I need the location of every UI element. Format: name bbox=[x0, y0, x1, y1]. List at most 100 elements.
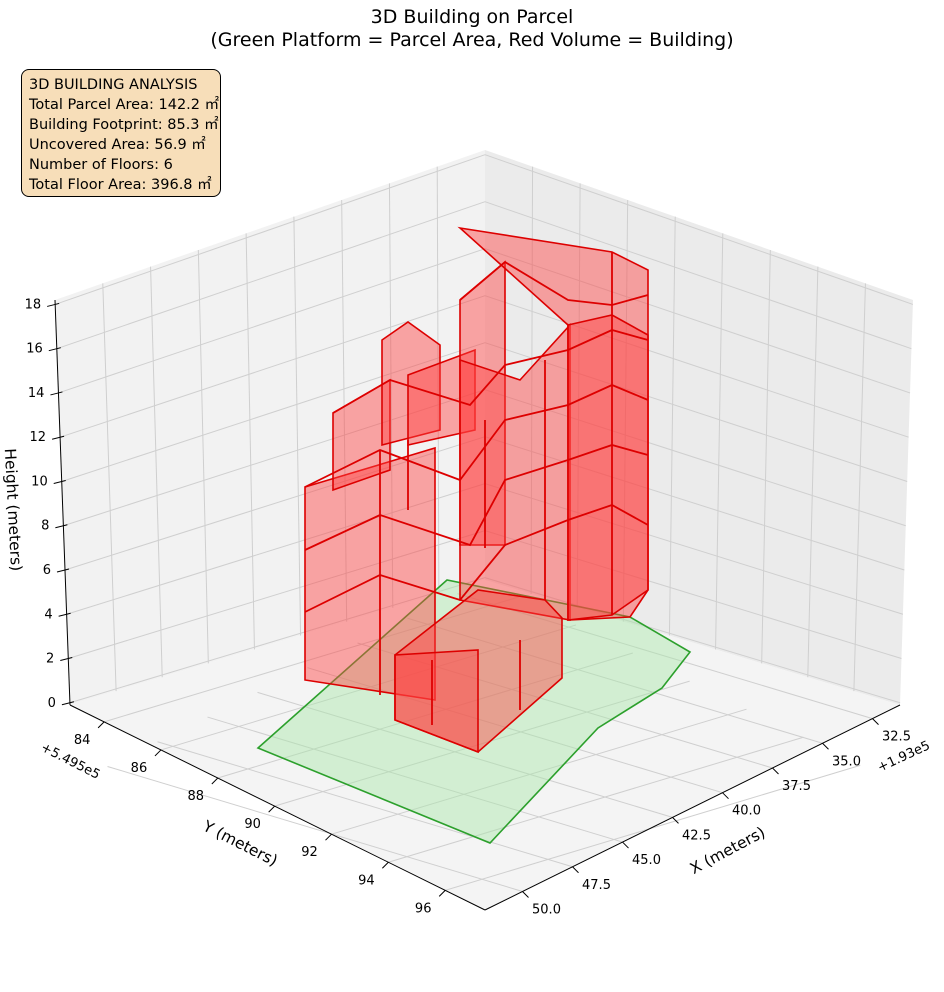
z-tick-mark bbox=[47, 302, 60, 307]
z-axis-line bbox=[54, 299, 71, 706]
y-tick-mark bbox=[268, 805, 276, 813]
grid-line bbox=[445, 764, 861, 891]
analysis-line: Building Footprint: 85.3 ㎡ bbox=[29, 117, 219, 133]
z-tick-mark bbox=[51, 435, 65, 440]
x-tick-label: 45.0 bbox=[632, 853, 661, 868]
grid-line bbox=[245, 233, 255, 650]
grid-line bbox=[103, 596, 520, 723]
grid-line bbox=[407, 617, 823, 744]
z-tick-mark bbox=[56, 568, 70, 573]
z-tick-mark bbox=[48, 347, 61, 352]
grid-line bbox=[274, 680, 690, 807]
z-tick-label: 12 bbox=[30, 430, 47, 445]
grid-line bbox=[54, 154, 486, 305]
building-analysis-box: 3D BUILDING ANALYSIS Total Parcel Area: … bbox=[21, 69, 221, 197]
grid-line bbox=[530, 166, 534, 594]
parcel-polygon bbox=[256, 579, 692, 844]
y-tick-mark bbox=[325, 833, 332, 841]
grid-line bbox=[293, 216, 302, 636]
grid-line bbox=[484, 389, 906, 527]
y-tick-label: 90 bbox=[244, 817, 261, 832]
y-tick-mark bbox=[211, 777, 219, 785]
z-tick-mark bbox=[53, 479, 66, 484]
z-tick-label: 10 bbox=[31, 474, 48, 489]
grid-line bbox=[622, 199, 629, 622]
grid-line bbox=[715, 233, 724, 650]
x-tick-mark bbox=[722, 792, 729, 800]
grid-line bbox=[58, 248, 486, 394]
grid-line bbox=[484, 530, 902, 660]
x-axis-line bbox=[484, 704, 901, 911]
y-offset-label: +5.495e5 bbox=[38, 740, 102, 783]
grid-line bbox=[59, 295, 486, 438]
grid-line bbox=[484, 154, 914, 305]
z-tick-mark bbox=[50, 391, 63, 396]
y-tick-label: 92 bbox=[301, 845, 318, 860]
x-tick-label: 35.0 bbox=[832, 754, 861, 769]
back-pane-left bbox=[55, 150, 485, 705]
grid-line bbox=[56, 201, 486, 350]
chart-title-block: 3D Building on Parcel (Green Platform = … bbox=[0, 6, 944, 52]
z-tick-label: 16 bbox=[26, 342, 43, 357]
grid-line bbox=[61, 342, 486, 482]
building-face bbox=[459, 322, 571, 621]
grid-line bbox=[257, 691, 673, 818]
analysis-heading: 3D BUILDING ANALYSIS bbox=[29, 77, 198, 93]
grid-line bbox=[761, 249, 771, 664]
grid-line bbox=[484, 577, 901, 704]
grid-line bbox=[388, 183, 394, 608]
x-tick-label: 32.5 bbox=[882, 730, 911, 745]
y-tick-label: 96 bbox=[415, 901, 432, 916]
grid-line bbox=[436, 166, 440, 594]
grid-line bbox=[307, 667, 723, 794]
chart-subtitle: (Green Platform = Parcel Area, Red Volum… bbox=[210, 29, 734, 51]
z-tick-label: 0 bbox=[48, 696, 56, 711]
grid-line bbox=[331, 708, 747, 835]
z-tick-label: 4 bbox=[44, 607, 52, 622]
analysis-line: Uncovered Area: 56.9 ㎡ bbox=[29, 137, 206, 153]
grid-line bbox=[102, 283, 117, 692]
grid-line bbox=[484, 342, 908, 482]
y-tick-label: 88 bbox=[188, 789, 205, 804]
y-tick-mark bbox=[154, 749, 162, 757]
grid-line bbox=[341, 199, 348, 622]
grid-line bbox=[484, 483, 904, 615]
grid-line bbox=[484, 436, 905, 571]
x-tick-label: 50.0 bbox=[532, 902, 561, 917]
z-tick-label: 18 bbox=[25, 297, 42, 312]
x-tick-mark bbox=[772, 767, 779, 775]
grid-line bbox=[68, 530, 486, 660]
grid-lines bbox=[54, 154, 914, 892]
analysis-line: Number of Floors: 6 bbox=[29, 157, 173, 173]
x-tick-mark bbox=[572, 866, 579, 874]
z-tick-label: 8 bbox=[41, 519, 49, 534]
grid-line bbox=[576, 183, 581, 608]
building-face bbox=[394, 649, 479, 754]
grid-line bbox=[807, 266, 819, 678]
grid-line bbox=[66, 483, 486, 615]
grid-line bbox=[69, 577, 486, 704]
z-tick-mark bbox=[55, 524, 68, 529]
z-tick-label: 6 bbox=[43, 563, 51, 578]
grid-line bbox=[357, 642, 773, 769]
grid-line bbox=[484, 248, 911, 394]
analysis-line: Total Floor Area: 396.8 ㎡ bbox=[29, 177, 212, 193]
x-tick-mark bbox=[872, 718, 879, 725]
floor-slab-line bbox=[459, 260, 649, 306]
grid-line bbox=[63, 389, 486, 527]
grid-line bbox=[484, 201, 912, 350]
x-tick-mark bbox=[522, 891, 529, 898]
z-axis-label: Height (meters) bbox=[1, 448, 25, 572]
grid-line bbox=[484, 295, 909, 438]
building-face bbox=[407, 348, 476, 446]
y-tick-label: 94 bbox=[358, 873, 375, 888]
back-pane-right bbox=[485, 150, 913, 705]
y-axis-line bbox=[69, 704, 486, 911]
x-tick-mark bbox=[622, 841, 629, 849]
grid-line bbox=[853, 283, 866, 692]
x-tick-label: 37.5 bbox=[782, 779, 811, 794]
x-tick-label: 42.5 bbox=[682, 828, 711, 843]
y-axis-label: Y (meters) bbox=[199, 817, 280, 870]
grid-line bbox=[197, 249, 209, 664]
grid-line bbox=[388, 736, 804, 863]
